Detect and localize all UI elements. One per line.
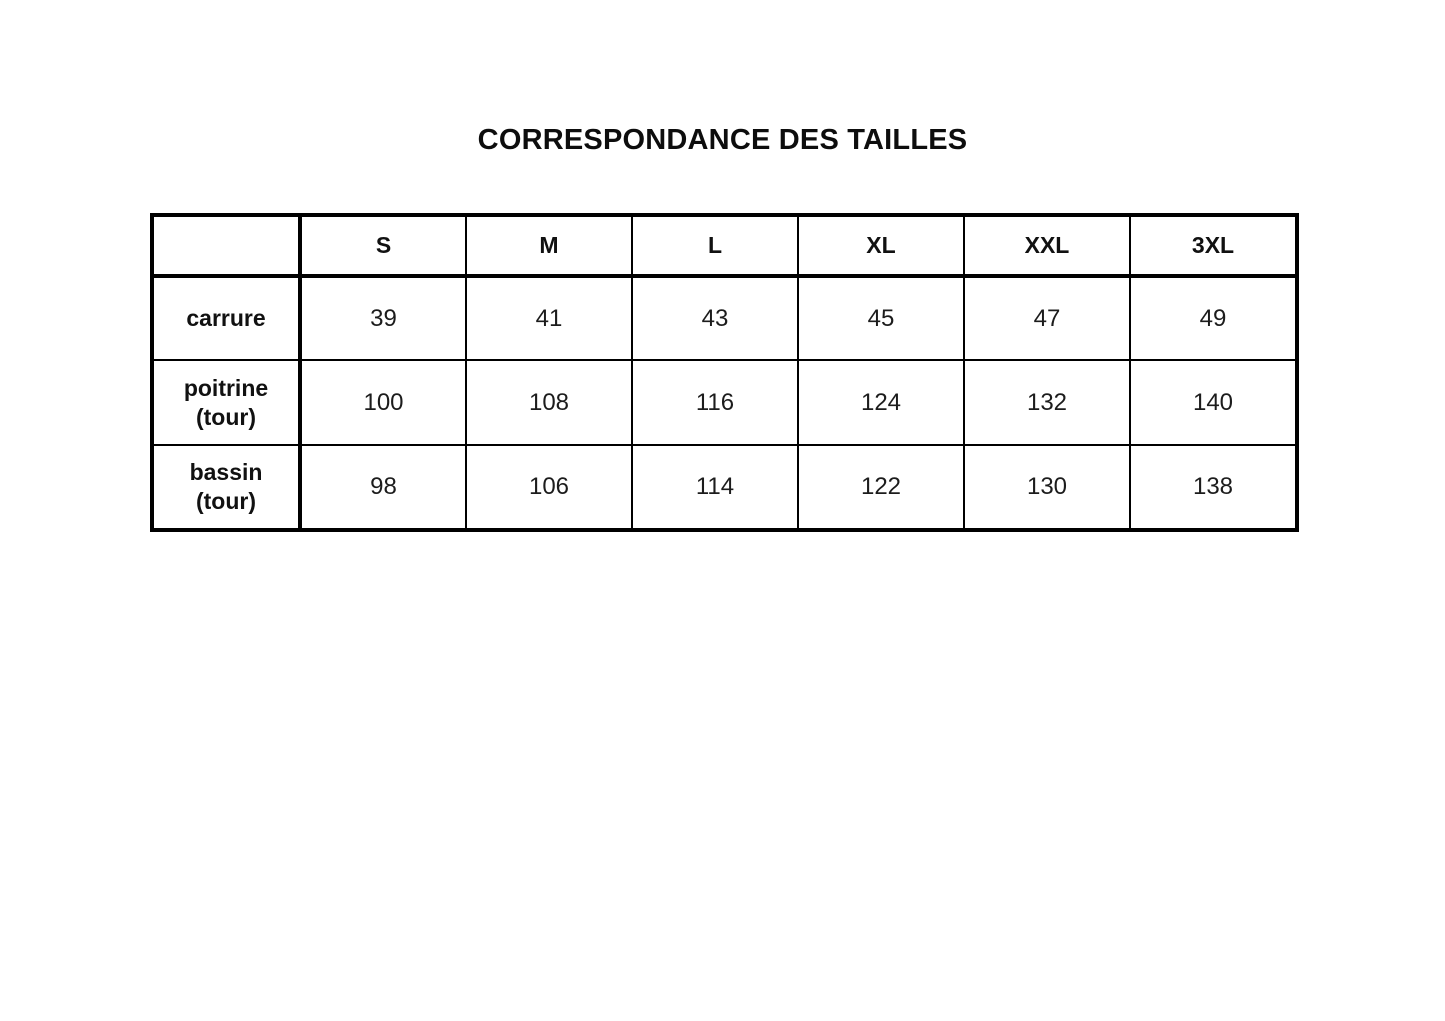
cell-bassin-3xl: 138 (1129, 444, 1298, 531)
cell-carrure-s: 39 (299, 275, 467, 361)
cell-poitrine-3xl: 140 (1129, 359, 1298, 446)
cell-poitrine-xxl: 132 (963, 359, 1131, 446)
cell-bassin-m: 106 (465, 444, 633, 531)
col-header-xl: XL (797, 214, 965, 278)
cell-bassin-xxl: 130 (963, 444, 1131, 531)
cell-bassin-xl: 122 (797, 444, 965, 531)
col-header-3xl: 3XL (1129, 214, 1298, 278)
cell-poitrine-xl: 124 (797, 359, 965, 446)
table-row-poitrine: poitrine (tour) 100 108 116 124 132 140 (151, 359, 1298, 446)
col-header-m: M (465, 214, 633, 278)
table-header-row: S M L XL XXL 3XL (151, 214, 1298, 278)
row-label-bassin: bassin (tour) (151, 444, 302, 531)
corner-cell (151, 214, 302, 278)
row-label-carrure: carrure (151, 275, 302, 361)
cell-poitrine-s: 100 (299, 359, 467, 446)
col-header-l: L (631, 214, 799, 278)
cell-carrure-3xl: 49 (1129, 275, 1298, 361)
cell-carrure-xxl: 47 (963, 275, 1131, 361)
page-title: CORRESPONDANCE DES TAILLES (477, 124, 968, 156)
row-label-poitrine: poitrine (tour) (151, 359, 302, 446)
cell-bassin-l: 114 (631, 444, 799, 531)
cell-bassin-s: 98 (299, 444, 467, 531)
table-row-bassin: bassin (tour) 98 106 114 122 130 138 (151, 444, 1298, 531)
cell-carrure-l: 43 (631, 275, 799, 361)
col-header-s: S (299, 214, 467, 278)
cell-poitrine-m: 108 (465, 359, 633, 446)
cell-carrure-xl: 45 (797, 275, 965, 361)
size-correspondence-table: S M L XL XXL 3XL carrure 39 41 43 45 47 … (150, 213, 1299, 532)
col-header-xxl: XXL (963, 214, 1131, 278)
table-row-carrure: carrure 39 41 43 45 47 49 (151, 275, 1298, 361)
cell-carrure-m: 41 (465, 275, 633, 361)
cell-poitrine-l: 116 (631, 359, 799, 446)
